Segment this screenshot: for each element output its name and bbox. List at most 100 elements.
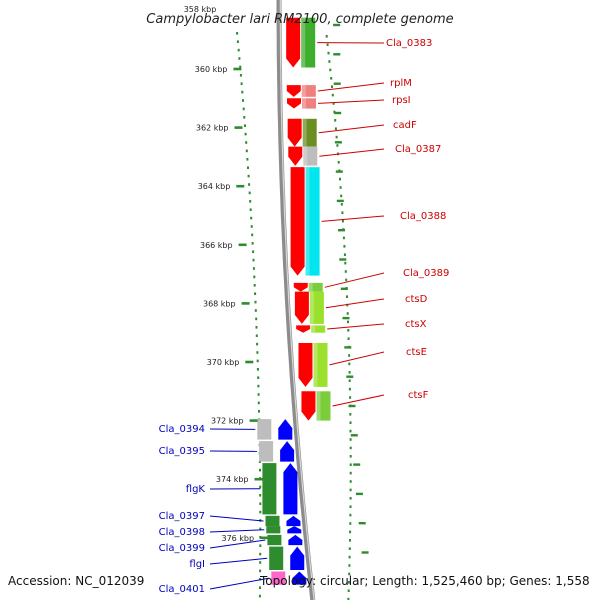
label-leader-line (317, 99, 385, 104)
forward-gene-arrow[interactable] (286, 17, 301, 68)
gc-dot (238, 57, 241, 60)
kbp-tick (234, 126, 243, 129)
tick-label: 370 kbp (207, 358, 240, 367)
reverse-gene-arrow[interactable] (286, 515, 301, 527)
genome-title: Campylobacter lari RM2100, complete geno… (146, 12, 453, 27)
reverse-gene-arrow[interactable] (292, 571, 307, 585)
minor-tick (336, 199, 344, 203)
gc-dot (334, 119, 337, 122)
cog-band (308, 282, 323, 292)
cog-band (271, 571, 286, 585)
cog-band-shade (309, 291, 314, 324)
reverse-gene-arrow[interactable] (287, 526, 302, 534)
gc-dot (347, 337, 350, 340)
forward-gene-arrow[interactable] (287, 98, 302, 109)
gc-dot (349, 438, 352, 441)
forward-gene-arrow[interactable] (288, 146, 303, 166)
gene-label-cla_0383[interactable]: Cla_0383 (386, 38, 432, 49)
gc-dot (346, 303, 349, 307)
gc-dot (259, 485, 262, 489)
gene-label-flgk[interactable]: flgK (186, 484, 206, 495)
gene-label-cla_0394[interactable]: Cla_0394 (159, 424, 205, 435)
gene-label-cadf[interactable]: cadF (393, 120, 417, 131)
minor-tick (353, 463, 361, 466)
cog-band (265, 515, 280, 527)
gene-label-cla_0399[interactable]: Cla_0399 (159, 543, 205, 554)
gc-dot (341, 211, 344, 214)
minor-tick (338, 229, 345, 232)
gc-dot (253, 275, 256, 279)
gene-label-cla_0389[interactable]: Cla_0389 (403, 268, 449, 279)
minor-tick (335, 170, 343, 173)
gc-dot (337, 161, 340, 164)
tick-label: 366 kbp (200, 241, 233, 250)
gc-dot (349, 497, 352, 500)
minor-tick (348, 404, 356, 408)
gc-dot (259, 510, 262, 514)
gc-dot (343, 253, 346, 256)
gc-dot (259, 494, 262, 497)
cog-band (309, 291, 324, 324)
gc-dot (256, 342, 259, 346)
gene-label-ctse[interactable]: ctsE (406, 347, 427, 358)
gene-label-rpsi[interactable]: rpsI (392, 95, 411, 106)
gene-label-cla_0398[interactable]: Cla_0398 (159, 527, 205, 538)
gc-dot (347, 320, 349, 324)
gc-dot (347, 597, 350, 600)
gene-label-flgi[interactable]: flgI (189, 559, 205, 570)
forward-gene-arrow[interactable] (287, 118, 302, 147)
gc-dot (348, 354, 351, 357)
gene-label-cla_0401[interactable]: Cla_0401 (159, 584, 205, 595)
tick-label: 368 kbp (203, 299, 236, 308)
forward-gene-arrow[interactable] (301, 391, 316, 421)
gc-dot (258, 460, 261, 463)
gene-label-ctsx[interactable]: ctsX (405, 319, 427, 330)
gc-dot (255, 326, 258, 329)
gc-dot (348, 371, 351, 374)
forward-gene-arrow[interactable] (290, 167, 305, 276)
gc-dot (257, 401, 260, 405)
cog-band (301, 17, 316, 68)
gc-dot (239, 74, 242, 77)
gene-label-cla_0388[interactable]: Cla_0388 (400, 211, 446, 222)
cog-band (302, 98, 316, 109)
kbp-tick (238, 243, 247, 247)
gene-label-cla_0387[interactable]: Cla_0387 (395, 144, 441, 155)
gene-label-ctsd[interactable]: ctsD (405, 294, 428, 305)
gc-dot (257, 376, 260, 379)
cog-band (269, 546, 284, 570)
cog-band (302, 118, 317, 147)
gene-label-cla_0397[interactable]: Cla_0397 (159, 511, 205, 522)
forward-gene-arrow[interactable] (298, 342, 313, 387)
gene-label-cla_0395[interactable]: Cla_0395 (159, 446, 205, 457)
forward-gene-arrow[interactable] (286, 85, 301, 97)
reverse-gene-arrow[interactable] (280, 441, 295, 462)
tick-label: 362 kbp (196, 124, 229, 133)
reverse-gene-arrow[interactable] (290, 546, 305, 571)
tick-label: 364 kbp (198, 182, 231, 191)
reverse-gene-arrow[interactable] (283, 463, 298, 515)
reverse-gene-arrow[interactable] (278, 419, 293, 440)
label-leader-line (319, 148, 385, 157)
genome-backbone-highlight (279, 0, 315, 600)
forward-gene-arrow[interactable] (293, 282, 308, 292)
kbp-ruler: 360 kbp 362 kbp 364 kbp 366 kbp 368 kbp 370 k… (195, 23, 369, 554)
gc-dot (348, 362, 351, 366)
gene-label-rplm[interactable]: rplM (390, 78, 412, 89)
reverse-gene-arrow[interactable] (288, 534, 303, 546)
gc-dot (259, 544, 262, 547)
cog-band-shade (302, 118, 307, 147)
forward-gene-arrow[interactable] (294, 291, 309, 324)
gc-dot (348, 547, 351, 550)
forward-gene-arrow[interactable] (296, 325, 311, 333)
gc-dot (339, 186, 342, 189)
cog-band-shade (316, 391, 321, 421)
gc-dot (256, 351, 259, 354)
gene-label-ctsf[interactable]: ctsF (408, 390, 429, 401)
gc-dot (347, 581, 350, 584)
cog-band (266, 526, 281, 534)
gc-dot (258, 594, 261, 598)
cog-band (316, 391, 331, 421)
gc-dot (349, 480, 352, 483)
tick-label: 360 kbp (195, 65, 228, 74)
